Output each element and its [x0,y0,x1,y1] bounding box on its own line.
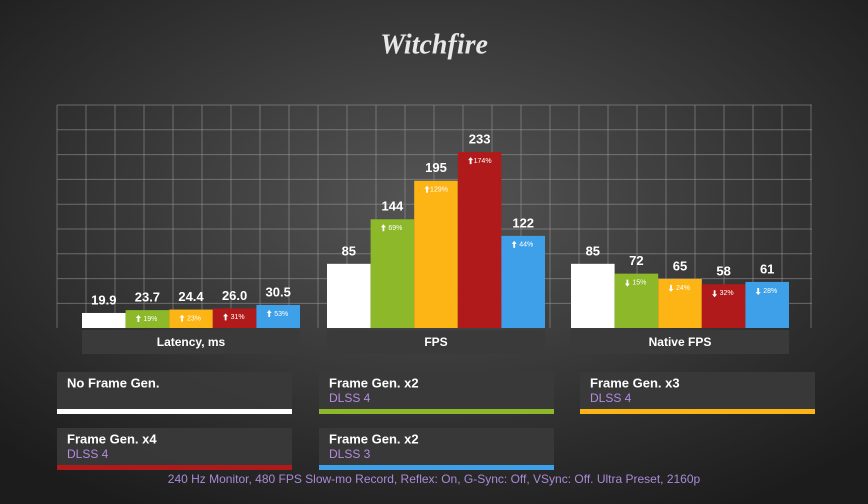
change-arrow [266,309,272,317]
value-label: 23.7 [135,290,160,305]
value-label: 85 [586,243,600,258]
value-label: 26.0 [222,288,247,303]
legend-box [57,372,292,414]
category-band [571,330,789,354]
change-label: 15% [632,279,646,286]
bar [256,304,300,328]
legend-sub: DLSS 3 [329,447,371,461]
change-arrow [223,313,229,321]
bar [457,152,502,328]
legend-name: Frame Gen. x4 [67,431,157,446]
legend-sub: DLSS 4 [329,391,371,405]
bar [745,281,789,328]
change-label: 44% [519,242,533,249]
legend-swatch [319,409,554,414]
legend-box [319,372,554,414]
value-label: 72 [629,253,643,268]
legend-name: Frame Gen. x2 [329,375,419,390]
value-label: 30.5 [266,284,291,299]
change-label: 174% [474,158,492,165]
legend-box [319,428,554,470]
value-label: 61 [760,261,774,276]
change-arrow [668,284,674,292]
legend-box [580,372,815,414]
value-label: 233 [469,132,491,147]
legend-sub: DLSS 4 [590,391,632,405]
bar [614,273,659,328]
change-arrow [624,279,630,287]
category-label: FPS [424,335,447,349]
change-label: 28% [763,288,777,295]
change-arrow [755,287,761,295]
bar [501,235,545,328]
legend-swatch [57,465,292,470]
change-arrow [179,314,185,322]
legend-name: Frame Gen. x3 [590,375,680,390]
legend-swatch [57,409,292,414]
change-arrow [712,290,718,298]
change-label: 31% [231,314,245,321]
change-label: 53% [274,311,288,318]
bar [414,180,458,328]
bar [571,263,615,328]
value-label: 85 [342,243,356,258]
footnote: 240 Hz Monitor, 480 FPS Slow-mo Record, … [168,472,701,486]
bar [701,284,746,328]
legend-swatch [580,409,815,414]
value-label: 58 [716,264,730,279]
category-band [82,330,300,354]
change-label: 24% [676,285,690,292]
change-label: 69% [388,225,402,232]
legend-swatch [319,465,554,470]
bar [125,310,170,328]
legend-name: No Frame Gen. [67,375,159,390]
value-label: 65 [673,258,687,273]
legend-name: Frame Gen. x2 [329,431,419,446]
change-arrow [380,224,386,232]
value-label: 19.9 [91,292,116,307]
change-arrow [424,185,430,193]
value-label: 195 [425,160,447,175]
legend-box [57,428,292,470]
bar [370,219,415,328]
change-arrow [468,157,474,165]
bar [327,263,371,328]
bar [212,308,257,328]
value-label: 24.4 [178,289,204,304]
change-arrow [135,315,141,323]
change-label: 19% [143,316,157,323]
chart-title: Witchfire [380,29,488,60]
category-band [327,330,545,354]
value-label: 122 [512,215,534,230]
value-label: 144 [382,199,404,214]
change-label: 32% [720,290,734,297]
bar [169,309,213,328]
change-label: 23% [187,315,201,322]
legend-sub: DLSS 4 [67,447,109,461]
category-label: Latency, ms [157,335,226,349]
category-label: Native FPS [649,335,712,349]
change-label: 129% [430,187,448,194]
bar [82,312,126,328]
change-arrow [511,240,517,248]
bar [658,278,702,328]
